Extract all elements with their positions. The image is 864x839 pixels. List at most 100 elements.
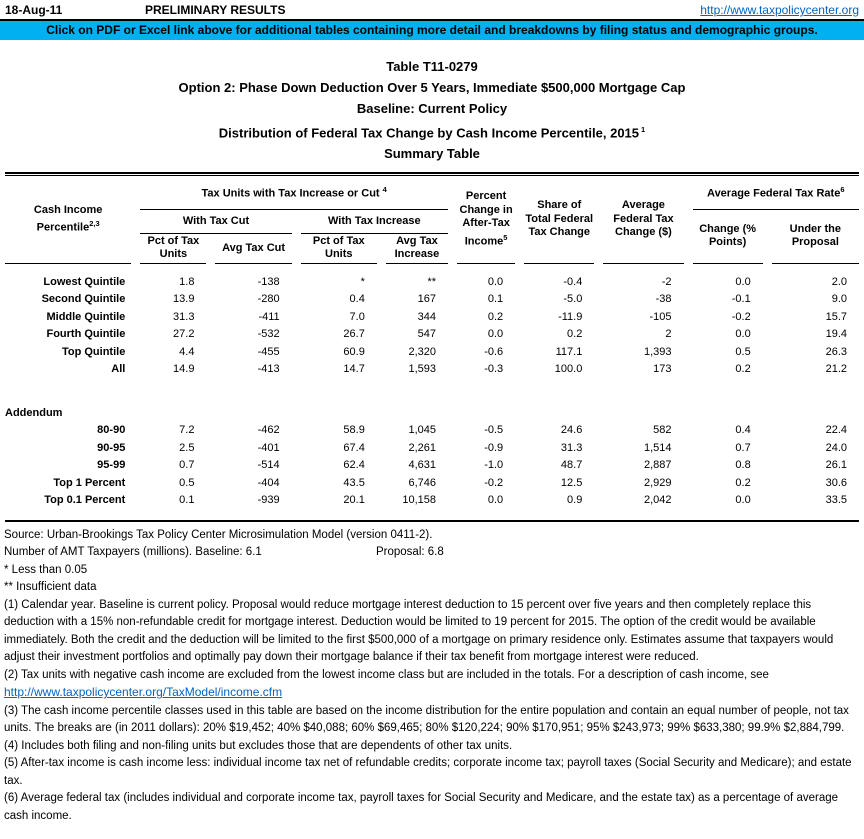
cell: -5.0 (563, 293, 583, 306)
cell: -462 (257, 424, 280, 437)
cell: 26.1 (825, 459, 847, 472)
cell: 2 (665, 328, 672, 341)
cell: 2.5 (179, 441, 195, 454)
row-label: Top 0.1 Percent (44, 494, 126, 507)
cell: 13.9 (173, 293, 195, 306)
cell: 31.3 (173, 310, 195, 323)
cell: 14.9 (173, 363, 195, 376)
cell: -280 (257, 293, 280, 306)
cell: 1,393 (644, 345, 672, 358)
cell: 31.3 (560, 441, 583, 454)
group-header-tax-units: Tax Units with Tax Increase or Cut 4 (140, 176, 449, 210)
cell: 30.6 (825, 476, 847, 489)
cell: 100.0 (554, 363, 583, 376)
group-header-with-tax-increase: With Tax Increase (300, 210, 449, 234)
col-header-avg-fed-tax-change: Average Federal Tax Change ($) (603, 176, 684, 264)
table-row: Top 1 Percent 0.5 -404 43.5 6,746 -0.2 12.5 2,9… (5, 475, 859, 493)
data-table-region: Cash Income Percentile2,3 Tax Units with… (5, 172, 859, 522)
cell: 2.0 (831, 275, 847, 288)
cell: 2,887 (644, 459, 672, 472)
cell: 0.0 (735, 328, 751, 341)
cell: 19.4 (825, 328, 847, 341)
table-row: Top Quintile 4.4 -455 60.9 2,320 -0.6 117.1 1,3… (5, 344, 859, 362)
cell: -411 (258, 310, 280, 323)
cell: 1,593 (408, 363, 437, 376)
cell: 0.2 (735, 363, 751, 376)
cell: 20.1 (343, 494, 365, 507)
cell: 173 (653, 363, 672, 376)
row-label: 90-95 (97, 441, 126, 454)
group-header-avg-fed-tax-rate: Average Federal Tax Rate6 (692, 176, 859, 210)
col-header-avg-tax-cut: Avg Tax Cut (215, 234, 292, 264)
cell: 0.1 (179, 494, 195, 507)
cell: -0.2 (731, 310, 751, 323)
cell: 4,631 (408, 459, 437, 472)
cell: 0.0 (735, 494, 751, 507)
col-header-change-points: Change (% Points) (692, 210, 763, 264)
cell: 2,929 (644, 476, 672, 489)
table-row: Fourth Quintile 27.2 -532 26.7 547 0.0 0.2 2 0.0… (5, 326, 859, 344)
addendum-row: Addendum (5, 405, 859, 423)
cell: 24.6 (560, 424, 583, 437)
table-header: Cash Income Percentile2,3 Tax Units with… (5, 176, 859, 264)
row-label: Top 1 Percent (53, 476, 126, 489)
cell: -514 (257, 459, 280, 472)
cell: -0.4 (563, 275, 583, 288)
cell: 33.5 (825, 494, 847, 507)
cell: 6,746 (408, 476, 437, 489)
col-header-under-proposal: Under the Proposal (771, 210, 859, 264)
addendum-label: Addendum (5, 406, 63, 419)
amt-taxpayers-note: Number of AMT Taxpayers (millions). Base… (4, 544, 859, 562)
footnote-4: (4) Includes both filing and non-filing … (4, 739, 513, 752)
table-row: Top 0.1 Percent 0.1 -939 20.1 10,158 0.0 0.9 2,… (5, 492, 859, 520)
table-number-title: Table T11-0279 (386, 59, 478, 74)
cell: -105 (649, 310, 672, 323)
double-star-note: ** Insufficient data (4, 581, 97, 594)
cell: 1.8 (179, 275, 195, 288)
row-label: All (111, 363, 126, 376)
cell: 0.0 (487, 328, 504, 341)
cell: 9.0 (831, 293, 847, 306)
cell: -0.9 (484, 441, 504, 454)
cell: 43.5 (343, 476, 365, 489)
table-body: Lowest Quintile 1.8 -138 * ** 0.0 -0.4 -2 0.0 2.0… (5, 264, 859, 520)
footnote-ref-5: 5 (503, 232, 508, 242)
cell: 4.4 (179, 345, 195, 358)
row-label: Lowest Quintile (43, 275, 126, 288)
spacer-row (5, 379, 859, 405)
cell: -0.5 (484, 424, 504, 437)
cell: 2,320 (408, 345, 437, 358)
cell: 0.7 (179, 459, 195, 472)
col-header-pct-change-after-tax: Percent Change in After-Tax Income5 (457, 176, 516, 264)
baseline-title: Baseline: Current Policy (356, 101, 508, 116)
page-header: 18-Aug-11 PRELIMINARY RESULTS http://www… (0, 0, 864, 21)
row-label: Second Quintile (41, 293, 126, 306)
cell: -939 (257, 494, 280, 507)
footnote-6: (6) Average federal tax (includes indivi… (4, 792, 839, 822)
cell: 0.2 (487, 310, 504, 323)
cell: 26.7 (343, 328, 365, 341)
cell: 7.0 (349, 310, 365, 323)
cell: -0.1 (731, 293, 751, 306)
table-row: Second Quintile 13.9 -280 0.4 167 0.1 -5.0 -38 -… (5, 291, 859, 309)
cell: 10,158 (402, 494, 437, 507)
cell: 1,514 (644, 441, 672, 454)
cell: 27.2 (173, 328, 195, 341)
col-header-pct-units-increase: Pct of Tax Units (300, 234, 377, 264)
table-top-rule (5, 172, 859, 176)
table-row: 95-99 0.7 -514 62.4 4,631 -1.0 48.7 2,887 0.8 26.… (5, 457, 859, 475)
cell: -0.2 (484, 476, 504, 489)
cell: 0.5 (735, 345, 751, 358)
cell: -2 (661, 275, 672, 288)
footnote-ref-6: 6 (840, 185, 845, 195)
cell: 547 (417, 328, 437, 341)
info-banner: Click on PDF or Excel link above for add… (0, 21, 864, 40)
cell: 0.4 (349, 293, 365, 306)
group-header-with-tax-cut: With Tax Cut (140, 210, 292, 234)
table-row: All 14.9 -413 14.7 1,593 -0.3 100.0 173 0.2 21.2 (5, 361, 859, 379)
taxpolicycenter-link[interactable]: http://www.taxpolicycenter.org (700, 3, 859, 17)
summary-table: Cash Income Percentile2,3 Tax Units with… (0, 176, 864, 520)
income-definition-link[interactable]: http://www.taxpolicycenter.org/TaxModel/… (4, 685, 283, 700)
cell: 167 (417, 293, 437, 306)
cell: 0.0 (487, 275, 504, 288)
